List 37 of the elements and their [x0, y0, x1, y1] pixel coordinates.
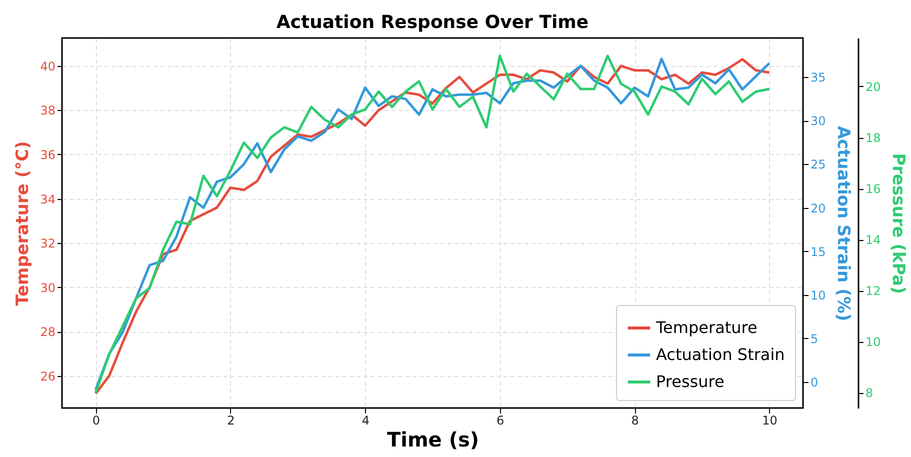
y3-axis-title: Pressure (kPa) [888, 153, 908, 294]
x-tick-label: 10 [762, 414, 778, 428]
y2-tick-label: 0 [810, 375, 818, 390]
y2-tick-label: 5 [810, 332, 818, 346]
y2-tick-label: 15 [810, 244, 826, 259]
y-tick-label: 26 [40, 369, 56, 384]
legend-label: Temperature [655, 318, 758, 337]
y-tick-label: 38 [40, 104, 56, 118]
y3-tick-label: 14 [866, 233, 881, 248]
y3-tick-label: 10 [866, 335, 881, 350]
y-tick-label: 34 [40, 192, 56, 206]
y3-tick-label: 16 [866, 182, 881, 196]
y2-tick-label: 10 [810, 288, 826, 302]
y-tick-label: 28 [40, 325, 56, 340]
x-tick-label: 4 [362, 414, 370, 428]
y-tick-label: 32 [40, 236, 56, 251]
x-tick-label: 2 [227, 414, 235, 428]
legend-label: Pressure [656, 372, 724, 391]
y2-axis-title: Actuation Strain (%) [832, 126, 853, 322]
y3-tick-label: 8 [866, 386, 874, 400]
y2-tick-label: 30 [810, 114, 826, 128]
y2-tick-label: 25 [810, 158, 826, 172]
y2-tick-label: 35 [810, 70, 826, 85]
y-tick-label: 30 [40, 280, 56, 295]
x-tick-label: 8 [631, 414, 639, 428]
y-tick-label: 36 [40, 148, 56, 162]
y-tick-label: 40 [40, 59, 56, 74]
x-tick-label: 6 [496, 414, 504, 428]
legend-label: Actuation Strain [656, 345, 785, 364]
y2-tick-label: 20 [810, 201, 826, 216]
x-axis-title: Time (s) [386, 428, 480, 452]
y-axis-title: Temperature (°C) [13, 141, 34, 306]
chart-title: Actuation Response Over Time [276, 12, 589, 33]
y3-tick-label: 20 [866, 80, 881, 94]
y3-tick-label: 18 [866, 131, 881, 146]
y3-tick-label: 12 [866, 284, 881, 298]
x-tick-label: 0 [92, 414, 100, 428]
